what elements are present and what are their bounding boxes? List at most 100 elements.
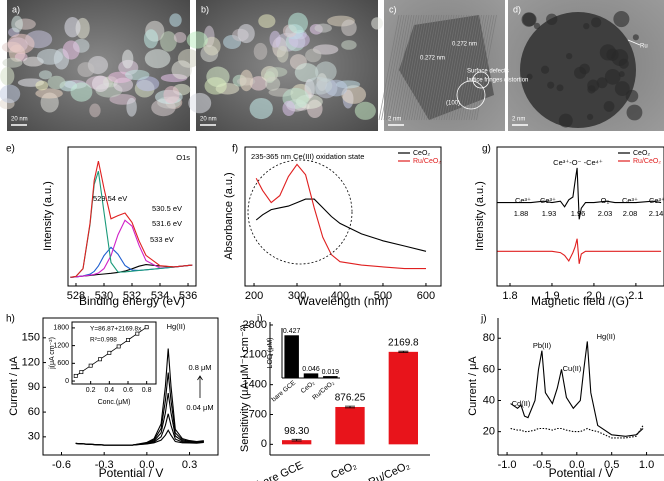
lattice-fringe xyxy=(383,14,405,121)
y-tick-label: 1200 xyxy=(53,342,69,349)
error-bar xyxy=(345,405,355,409)
lattice-fringe xyxy=(426,14,447,121)
x-axis-label: Binding energy (eV) xyxy=(79,294,185,308)
lattice-fringe xyxy=(423,14,445,121)
particle xyxy=(314,23,332,33)
x-axis-label: Potential / V xyxy=(99,466,164,480)
grain xyxy=(604,69,621,85)
y-tick-label: 2100 xyxy=(243,349,267,361)
particle xyxy=(237,24,255,44)
series-line xyxy=(75,348,204,446)
grain xyxy=(546,13,558,25)
y-tick-label: 80 xyxy=(483,332,495,344)
annotation: 1.88 xyxy=(514,209,529,218)
y-axis-label: Absorbance (a.u.) xyxy=(223,172,235,259)
lattice-fringe xyxy=(413,14,435,121)
particle xyxy=(126,97,137,117)
x-tick-label: 528 xyxy=(67,290,85,302)
annotation: 2.03 xyxy=(598,209,613,218)
particle xyxy=(124,69,150,81)
annotation: 0.04 μM xyxy=(186,403,213,412)
data-point xyxy=(144,325,149,330)
defect-circle xyxy=(456,80,486,110)
lattice-fringe xyxy=(388,14,410,121)
bar xyxy=(323,376,338,378)
x-tick-label: 1.8 xyxy=(502,290,517,302)
series-line xyxy=(497,238,662,264)
plot-frame xyxy=(42,317,219,456)
legend-label: Ru/CeO₂ xyxy=(413,158,441,165)
image-annotation: (100) xyxy=(446,101,460,107)
lattice-fringe xyxy=(448,14,470,121)
annotation: Ce³⁺ xyxy=(622,196,638,205)
x-tick-label: bare GCE xyxy=(256,459,305,481)
data-point xyxy=(98,357,102,362)
y-axis-label: LOD (μM) xyxy=(267,338,274,369)
x-axis-label: Conc.(μM) xyxy=(98,399,131,406)
panel-label: g) xyxy=(482,144,491,155)
x-tick-label: 1.0 xyxy=(639,459,654,471)
particle xyxy=(163,86,180,104)
grain xyxy=(632,34,639,41)
x-tick-label: 532 xyxy=(123,290,141,302)
x-tick-label: 300 xyxy=(288,290,306,302)
series-line xyxy=(255,163,426,270)
panel-label: c) xyxy=(389,4,397,14)
image-annotation: lattice fringes distortion xyxy=(467,78,528,84)
panel-label: d) xyxy=(513,4,521,14)
lattice-fringe xyxy=(408,14,430,121)
error-bar xyxy=(291,438,302,442)
x-tick-label: 0.8 xyxy=(142,387,152,394)
data-point xyxy=(126,338,130,342)
particle xyxy=(249,98,273,120)
lattice-fringe xyxy=(428,14,450,121)
lattice-fringe xyxy=(466,14,487,121)
series-line xyxy=(70,160,193,278)
lattice-fringe xyxy=(401,14,422,121)
particle xyxy=(171,60,193,80)
x-axis-label: Potential / V xyxy=(549,466,614,480)
grain xyxy=(586,113,594,121)
y-tick-label: 60 xyxy=(483,363,495,375)
particle xyxy=(173,32,187,43)
particle xyxy=(265,67,288,77)
lattice-fringe xyxy=(398,14,420,121)
grain xyxy=(573,66,587,79)
x-tick-label: -0.3 xyxy=(95,459,114,471)
legend-label: CeO₂ xyxy=(413,150,430,157)
panel-label: j) xyxy=(480,314,487,325)
lattice-fringe xyxy=(431,14,452,121)
particle xyxy=(204,77,227,95)
x-tick-label: Ru/CeO₂ xyxy=(311,379,336,401)
scale-label: 2 nm xyxy=(388,117,401,123)
annotation: Hg(II) xyxy=(597,332,616,341)
y-tick-label: 1800 xyxy=(53,325,69,332)
bar xyxy=(284,335,299,378)
grain xyxy=(596,77,608,89)
grain xyxy=(618,58,629,69)
scale-label: 2 nm xyxy=(512,117,525,123)
lattice-fringe xyxy=(378,14,400,121)
bar xyxy=(388,351,418,445)
annotation: 531.6 eV xyxy=(152,219,182,228)
x-axis-label: Wavelength (nm) xyxy=(298,294,389,308)
particle xyxy=(265,76,281,91)
image-annotation: Ru xyxy=(640,44,648,50)
particle xyxy=(276,45,289,63)
particle xyxy=(36,48,63,65)
y-tick-label: 20 xyxy=(483,426,495,438)
y-axis-label: Intensity (a.u.) xyxy=(42,181,54,251)
x-tick-label: 600 xyxy=(417,290,435,302)
lattice-fringe xyxy=(406,14,427,121)
annotation: Cd(II) xyxy=(512,399,531,408)
particle xyxy=(136,76,160,92)
lattice-fringe xyxy=(386,14,407,121)
data-point xyxy=(116,344,121,349)
lattice-fringe xyxy=(443,14,465,121)
image-annotation: 0.272 nm xyxy=(452,42,477,48)
series-line xyxy=(510,425,644,439)
particle xyxy=(64,17,81,38)
particle xyxy=(35,88,63,99)
series-line xyxy=(70,219,193,278)
panel-label: i) xyxy=(257,314,263,325)
